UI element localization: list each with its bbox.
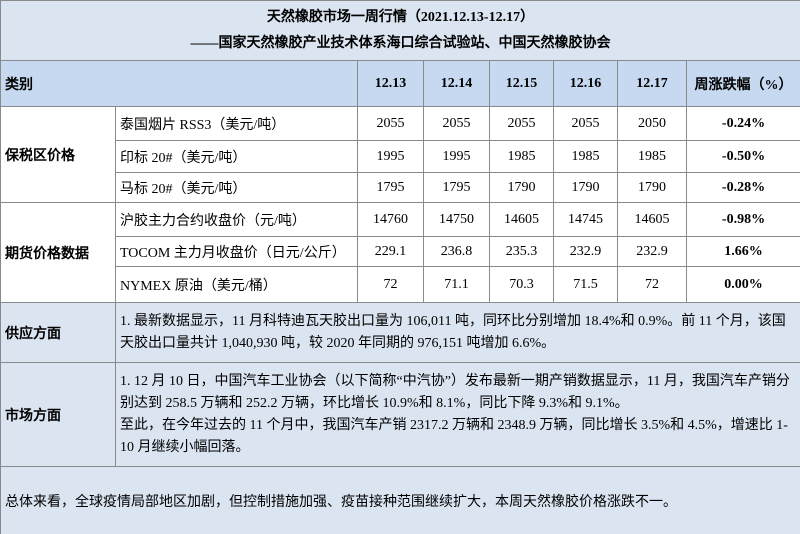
change: 1.66% (686, 236, 800, 267)
change: -0.28% (686, 172, 800, 203)
price: 70.3 (489, 266, 554, 303)
change: -0.98% (686, 202, 800, 237)
column-header: 类别 (0, 60, 358, 107)
group-label: 期货价格数据 (0, 202, 116, 303)
price: 1985 (489, 140, 554, 173)
data-row: 印标 20#（美元/吨） 1995 1995 1985 1985 1985 -0.50% (1, 140, 800, 173)
item: 泰国烟片 RSS3（美元/吨） (115, 106, 358, 141)
price: 1790 (489, 172, 554, 203)
summary-row: 总体来看，全球疫情局部地区加剧，但控制措施加强、疫苗接种范围继续扩大，本周天然橡… (0, 466, 800, 534)
section-text: 1. 12 月 10 日，中国汽车工业协会（以下简称“中汽协”）发布最新一期产销… (115, 362, 800, 467)
summary: 总体来看，全球疫情局部地区加剧，但控制措施加强、疫苗接种范围继续扩大，本周天然橡… (0, 466, 800, 534)
price: 2055 (489, 106, 554, 141)
item: 马标 20#（美元/吨） (115, 172, 358, 203)
data-row: TOCOM 主力月收盘价（日元/公斤） 229.1 236.8 235.3 232.9 2… (1, 236, 800, 267)
title: 天然橡胶市场一周行情（2021.12.13-12.17） (266, 9, 535, 25)
price: 229.1 (357, 236, 424, 267)
title-row: 天然橡胶市场一周行情（2021.12.13-12.17） ——国家天然橡胶产业技术… (0, 0, 800, 61)
price: 14745 (553, 202, 618, 237)
price: 232.9 (617, 236, 687, 267)
price: 71.5 (553, 266, 618, 303)
data-row: 期货价格数据 沪胶主力合约收盘价（元/吨） 14760 14750 14605 14745… (0, 202, 800, 303)
price: 72 (617, 266, 687, 303)
data-row: 马标 20#（美元/吨） 1795 1795 1790 1790 1790 -0.28% (1, 172, 800, 203)
price: 1995 (357, 140, 424, 173)
price: 2050 (617, 106, 687, 141)
section-label: 市场方面 (0, 362, 116, 467)
price: 14750 (423, 202, 490, 237)
price: 71.1 (423, 266, 490, 303)
price: 2055 (357, 106, 424, 141)
subtitle: ——国家天然橡胶产业技术体系海口综合试验站、中国天然橡胶协会 (190, 35, 611, 51)
price: 2055 (553, 106, 618, 141)
change: 0.00% (686, 266, 800, 303)
price: 14605 (489, 202, 554, 237)
column-header: 12.14 (423, 60, 490, 107)
section-label: 供应方面 (0, 302, 116, 363)
price: 236.8 (423, 236, 490, 267)
paragraph: 1. 12 月 10 日，中国汽车工业协会（以下简称“中汽协”）发布最新一期产销… (120, 373, 790, 411)
price: 2055 (423, 106, 490, 141)
price: 1795 (357, 172, 424, 203)
change: -0.24% (686, 106, 800, 141)
item: 印标 20#（美元/吨） (115, 140, 358, 173)
item: 沪胶主力合约收盘价（元/吨） (115, 202, 358, 237)
item: TOCOM 主力月收盘价（日元/公斤） (115, 236, 358, 267)
price: 1795 (423, 172, 490, 203)
column-header: 12.17 (617, 60, 687, 107)
item: NYMEX 原油（美元/桶） (115, 266, 358, 303)
price: 72 (357, 266, 424, 303)
group-label: 保税区价格 (0, 106, 116, 203)
column-header: 12.15 (489, 60, 554, 107)
column-header: 周涨跌幅（%） (686, 60, 800, 107)
price: 235.3 (489, 236, 554, 267)
header-row: 类别 12.13 12.14 12.15 12.16 12.17 周涨跌幅（%） (0, 60, 800, 107)
price: 1995 (423, 140, 490, 173)
column-header: 12.13 (357, 60, 424, 107)
change: -0.50% (686, 140, 800, 173)
data-row: 保税区价格 泰国烟片 RSS3（美元/吨） 2055 2055 2055 2055 2050… (0, 106, 800, 203)
price: 1985 (553, 140, 618, 173)
price: 1985 (617, 140, 687, 173)
column-header: 12.16 (553, 60, 618, 107)
paragraph: 至此，在今年过去的 11 个月中，我国汽车产销 2317.2 万辆和 2348.… (120, 417, 788, 455)
price: 232.9 (553, 236, 618, 267)
price: 1790 (617, 172, 687, 203)
market-row: 市场方面 1. 12 月 10 日，中国汽车工业协会（以下简称“中汽协”）发布最新… (0, 362, 800, 467)
price: 14605 (617, 202, 687, 237)
section-text: 1. 最新数据显示，11 月科特迪瓦天胶出口量为 106,011 吨，同环比分别… (115, 302, 800, 363)
price: 14760 (357, 202, 424, 237)
price: 1790 (553, 172, 618, 203)
supply-row: 供应方面 1. 最新数据显示，11 月科特迪瓦天胶出口量为 106,011 吨，同… (0, 302, 800, 363)
data-row: NYMEX 原油（美元/桶） 72 71.1 70.3 71.5 72 0.00% (1, 266, 800, 303)
